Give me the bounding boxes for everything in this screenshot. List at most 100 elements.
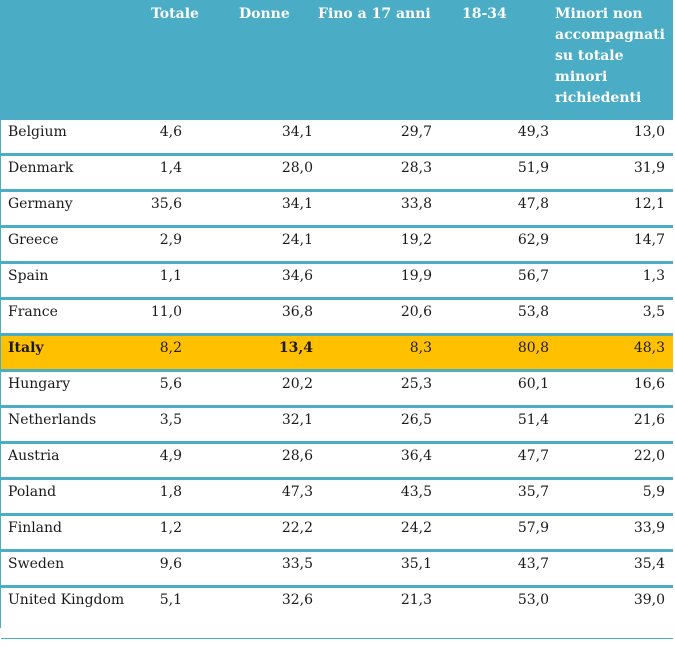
value-cell: 33,9 [553,514,673,552]
table-row: Denmark 1,4 28,0 28,3 51,9 31,9 [1,154,673,192]
value-cell: 24,2 [314,514,432,552]
table-row: Greece 2,9 24,1 19,2 62,9 14,7 [1,226,673,264]
value-cell: 33,5 [235,550,314,588]
value-cell: 80,8 [432,334,553,372]
value-cell: 48,3 [553,334,673,372]
value-cell: 49,3 [432,120,553,156]
value-cell: 56,7 [432,262,553,300]
value-cell: 60,1 [432,370,553,408]
header-18-34: 18-34 [432,0,553,120]
value-cell: 5,6 [137,370,235,408]
value-cell: 51,4 [432,406,553,444]
table-row: Italy 8,2 13,4 8,3 80,8 48,3 [1,334,673,372]
header-fino-17: Fino a 17 anni [314,0,432,120]
value-cell: 35,4 [553,550,673,588]
value-cell: 53,0 [432,586,553,639]
header-row: Totale Donne Fino a 17 anni 18-34 Minori… [1,0,673,120]
country-cell: Finland [1,514,137,552]
value-cell: 25,3 [314,370,432,408]
country-cell: Denmark [1,154,137,192]
country-cell: Netherlands [1,406,137,444]
country-cell: United Kingdom [1,586,137,639]
value-cell: 35,1 [314,550,432,588]
value-cell: 4,9 [137,442,235,480]
country-cell: Poland [1,478,137,516]
value-cell: 39,0 [553,586,673,639]
value-cell: 43,7 [432,550,553,588]
value-cell: 32,6 [235,586,314,639]
value-cell: 5,9 [553,478,673,516]
value-cell: 47,3 [235,478,314,516]
country-cell: Sweden [1,550,137,588]
value-cell: 47,7 [432,442,553,480]
value-cell: 28,3 [314,154,432,192]
header-minori: Minori non accompagnati su totale minori… [553,0,673,120]
value-cell: 14,7 [553,226,673,264]
value-cell: 9,6 [137,550,235,588]
value-cell: 21,6 [553,406,673,444]
value-cell: 28,6 [235,442,314,480]
data-table: Totale Donne Fino a 17 anni 18-34 Minori… [1,0,673,639]
value-cell: 1,2 [137,514,235,552]
value-cell: 35,6 [137,190,235,228]
value-cell: 1,4 [137,154,235,192]
value-cell: 36,8 [235,298,314,336]
country-cell: Spain [1,262,137,300]
value-cell: 16,6 [553,370,673,408]
value-cell: 35,7 [432,478,553,516]
value-cell: 8,3 [314,334,432,372]
value-cell: 53,8 [432,298,553,336]
value-cell: 32,1 [235,406,314,444]
value-cell: 19,2 [314,226,432,264]
table-row: Poland 1,8 47,3 43,5 35,7 5,9 [1,478,673,516]
country-cell: Germany [1,190,137,228]
value-cell: 21,3 [314,586,432,639]
value-cell: 51,9 [432,154,553,192]
country-cell: Italy [1,334,137,372]
value-cell: 2,9 [137,226,235,264]
value-cell: 1,8 [137,478,235,516]
value-cell: 26,5 [314,406,432,444]
table-row: Finland 1,2 22,2 24,2 57,9 33,9 [1,514,673,552]
value-cell: 57,9 [432,514,553,552]
value-cell: 3,5 [137,406,235,444]
value-cell: 34,6 [235,262,314,300]
value-cell: 47,8 [432,190,553,228]
header-donne: Donne [235,0,314,120]
country-cell: France [1,298,137,336]
value-cell: 31,9 [553,154,673,192]
table-row: Spain 1,1 34,6 19,9 56,7 1,3 [1,262,673,300]
value-cell: 1,1 [137,262,235,300]
value-cell: 1,3 [553,262,673,300]
value-cell: 33,8 [314,190,432,228]
table-row: Germany 35,6 34,1 33,8 47,8 12,1 [1,190,673,228]
header-country [1,0,137,120]
country-cell: Belgium [1,120,137,156]
value-cell: 28,0 [235,154,314,192]
value-cell: 5,1 [137,586,235,639]
country-cell: Hungary [1,370,137,408]
value-cell: 24,1 [235,226,314,264]
value-cell: 4,6 [137,120,235,156]
value-cell: 62,9 [432,226,553,264]
country-cell: Austria [1,442,137,480]
value-cell: 13,0 [553,120,673,156]
header-totale: Totale [137,0,235,120]
value-cell: 36,4 [314,442,432,480]
value-cell: 20,2 [235,370,314,408]
value-cell: 13,4 [235,334,314,372]
value-cell: 20,6 [314,298,432,336]
value-cell: 19,9 [314,262,432,300]
table-row: Austria 4,9 28,6 36,4 47,7 22,0 [1,442,673,480]
value-cell: 34,1 [235,190,314,228]
value-cell: 29,7 [314,120,432,156]
value-cell: 8,2 [137,334,235,372]
table-row: United Kingdom 5,1 32,6 21,3 53,0 39,0 [1,586,673,639]
value-cell: 43,5 [314,478,432,516]
table-row: Netherlands 3,5 32,1 26,5 51,4 21,6 [1,406,673,444]
value-cell: 11,0 [137,298,235,336]
value-cell: 34,1 [235,120,314,156]
table-row: Sweden 9,6 33,5 35,1 43,7 35,4 [1,550,673,588]
value-cell: 3,5 [553,298,673,336]
country-cell: Greece [1,226,137,264]
